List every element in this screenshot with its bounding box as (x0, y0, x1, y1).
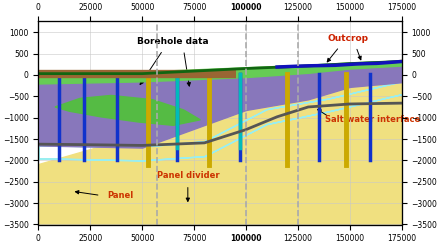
Text: Borehole data: Borehole data (137, 37, 209, 46)
Text: Salt water interface: Salt water interface (325, 115, 420, 124)
Text: Panel: Panel (107, 191, 133, 200)
Text: Panel divider: Panel divider (157, 171, 219, 180)
Polygon shape (38, 60, 402, 225)
Text: Outcrop: Outcrop (327, 34, 368, 43)
Polygon shape (55, 95, 200, 125)
